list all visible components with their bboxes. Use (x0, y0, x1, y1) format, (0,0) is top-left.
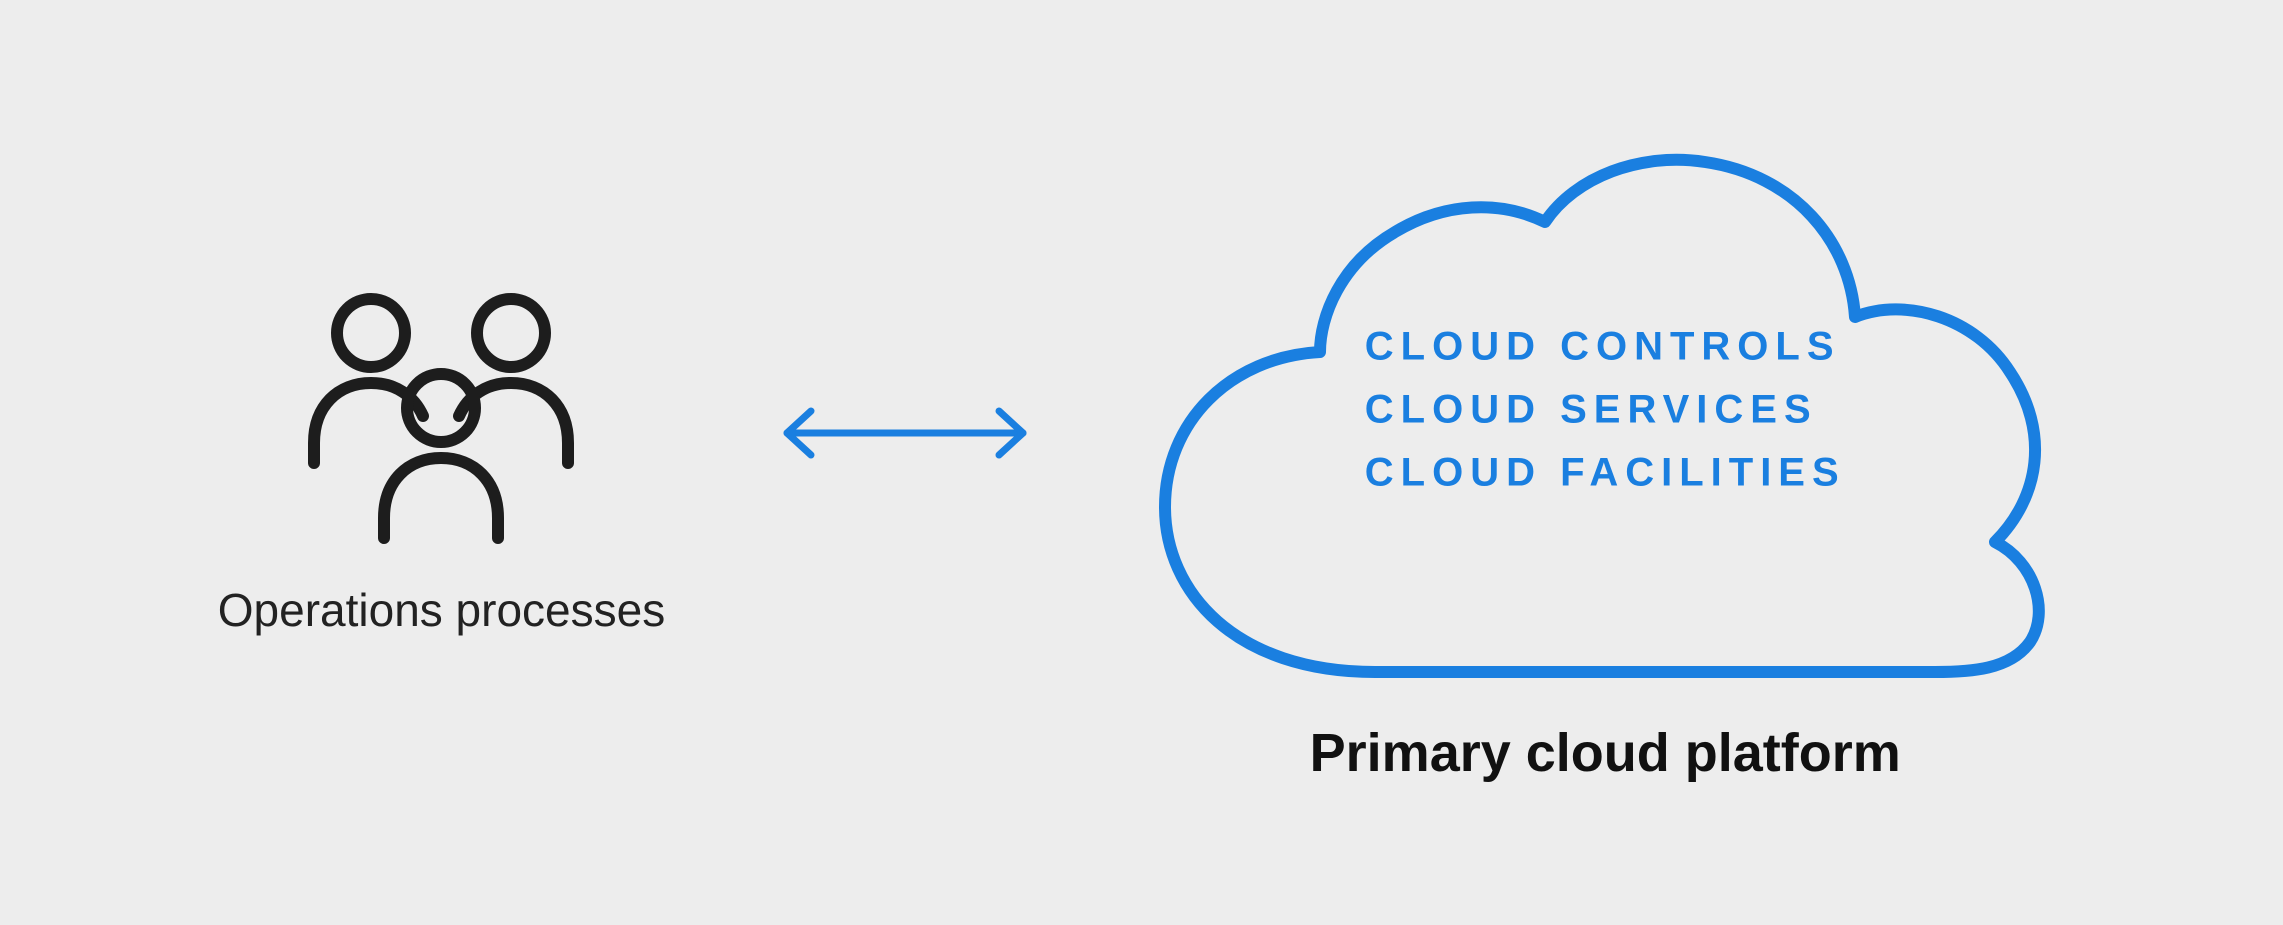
operations-group: Operations processes (218, 288, 665, 637)
cloud-inner-text: CLOUD CONTROLS CLOUD SERVICES CLOUD FACI… (1365, 325, 1846, 496)
bidirectional-arrow (775, 403, 1035, 463)
people-group-icon (296, 288, 586, 553)
cloud-line-facilities: CLOUD FACILITIES (1365, 451, 1846, 496)
cloud-icon: CLOUD CONTROLS CLOUD SERVICES CLOUD FACI… (1145, 142, 2065, 702)
cloud-line-services: CLOUD SERVICES (1365, 388, 1846, 433)
cloud-platform-group: CLOUD CONTROLS CLOUD SERVICES CLOUD FACI… (1145, 142, 2065, 784)
cloud-line-controls: CLOUD CONTROLS (1365, 325, 1846, 370)
operations-label: Operations processes (218, 583, 665, 637)
primary-cloud-platform-label: Primary cloud platform (1310, 722, 1901, 784)
diagram-container: Operations processes CLOUD CONTROLS CLOU… (0, 0, 2283, 925)
